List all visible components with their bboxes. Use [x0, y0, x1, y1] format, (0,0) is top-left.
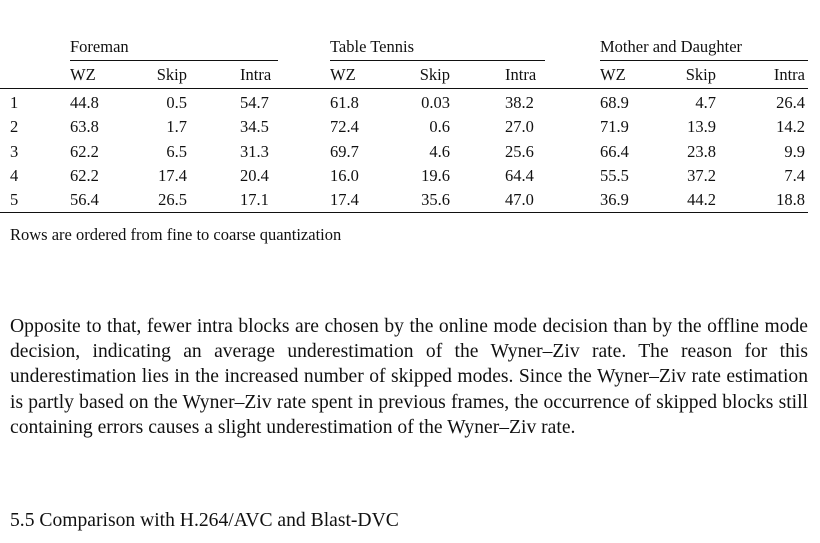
- group-header: Foreman: [70, 37, 129, 56]
- cell: 0.03: [421, 93, 450, 112]
- row-label: 4: [10, 166, 19, 185]
- paragraph: Opposite to that, fewer intra blocks are…: [10, 316, 808, 438]
- row-label: 1: [10, 93, 19, 112]
- cell: 44.8: [70, 93, 99, 112]
- column-header: Skip: [156, 65, 187, 84]
- cell: 56.4: [70, 190, 99, 209]
- cell: 37.2: [687, 166, 716, 185]
- cell: 0.6: [429, 117, 450, 136]
- cell: 44.2: [687, 190, 716, 209]
- cell: 61.8: [330, 93, 359, 112]
- cell: 31.3: [240, 142, 269, 161]
- cell: 27.0: [505, 117, 534, 136]
- row-label: 2: [10, 117, 19, 136]
- cell: 35.6: [421, 190, 450, 209]
- cell: 69.7: [330, 142, 359, 161]
- cell: 34.5: [240, 117, 269, 136]
- table-note: Rows are ordered from fine to coarse qua…: [10, 225, 342, 244]
- cell: 62.2: [70, 166, 99, 185]
- column-header: Intra: [240, 65, 272, 84]
- cell: 54.7: [240, 93, 269, 112]
- cell: 20.4: [240, 166, 269, 185]
- cell: 36.9: [600, 190, 629, 209]
- cell: 13.9: [687, 117, 716, 136]
- group-rule: [330, 60, 545, 61]
- cell: 4.7: [695, 93, 716, 112]
- cell: 26.4: [776, 93, 805, 112]
- group-rule: [70, 60, 278, 61]
- cell: 26.5: [158, 190, 187, 209]
- cell: 17.4: [330, 190, 359, 209]
- cell: 17.4: [158, 166, 187, 185]
- cell: 38.2: [505, 93, 534, 112]
- bottom-rule: [0, 212, 808, 213]
- group-header: Mother and Daughter: [600, 37, 743, 56]
- cell: 68.9: [600, 93, 629, 112]
- cell: 1.7: [166, 117, 187, 136]
- cell: 66.4: [600, 142, 629, 161]
- column-header: WZ: [330, 65, 356, 84]
- cell: 6.5: [166, 142, 187, 161]
- cell: 19.6: [421, 166, 450, 185]
- cell: 9.9: [784, 142, 805, 161]
- cell: 72.4: [330, 117, 359, 136]
- column-header: Intra: [773, 65, 805, 84]
- row-label: 5: [10, 190, 19, 209]
- cell: 63.8: [70, 117, 99, 136]
- section-heading: 5.5 Comparison with H.264/AVC and Blast-…: [10, 510, 399, 531]
- group-header: Table Tennis: [330, 37, 414, 56]
- cell: 23.8: [687, 142, 716, 161]
- cell: 64.4: [505, 166, 534, 185]
- group-rule: [600, 60, 808, 61]
- cell: 14.2: [776, 117, 805, 136]
- column-header: Intra: [505, 65, 537, 84]
- cell: 7.4: [784, 166, 805, 185]
- header-rule: [0, 88, 808, 89]
- row-label: 3: [10, 142, 19, 161]
- cell: 55.5: [600, 166, 629, 185]
- cell: 16.0: [330, 166, 359, 185]
- cell: 62.2: [70, 142, 99, 161]
- column-header: WZ: [70, 65, 96, 84]
- cell: 18.8: [776, 190, 805, 209]
- column-header: Skip: [685, 65, 716, 84]
- cell: 25.6: [505, 142, 534, 161]
- cell: 0.5: [166, 93, 187, 112]
- cell: 71.9: [600, 117, 629, 136]
- column-header: Skip: [419, 65, 450, 84]
- cell: 47.0: [505, 190, 534, 209]
- column-header: WZ: [600, 65, 626, 84]
- cell: 4.6: [429, 142, 450, 161]
- cell: 17.1: [240, 190, 269, 209]
